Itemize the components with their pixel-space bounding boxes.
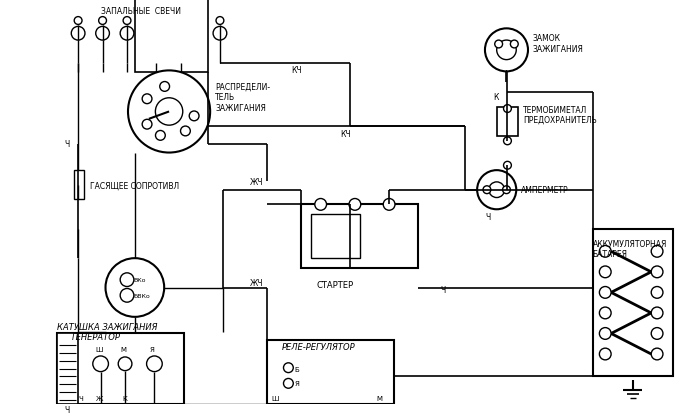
Text: ЖЧ: ЖЧ <box>250 178 264 187</box>
Circle shape <box>216 18 224 25</box>
Text: АМПЕРМЕТР: АМПЕРМЕТР <box>521 186 569 195</box>
Text: ТЕРМОБИМЕТАЛ
ПРЕДОХРАНИТЕЛЬ: ТЕРМОБИМЕТАЛ ПРЕДОХРАНИТЕЛЬ <box>523 105 597 125</box>
Bar <box>311 215 360 259</box>
Bar <box>301 205 419 268</box>
Circle shape <box>71 27 85 41</box>
Circle shape <box>477 171 517 210</box>
Text: ЗАМОК
ЗАЖИГАНИЯ: ЗАМОК ЗАЖИГАНИЯ <box>533 34 584 54</box>
Circle shape <box>497 41 517 60</box>
Circle shape <box>120 289 134 302</box>
Circle shape <box>489 183 505 198</box>
Text: К: К <box>493 93 498 102</box>
Circle shape <box>485 29 528 72</box>
Circle shape <box>128 71 210 153</box>
Circle shape <box>153 18 160 25</box>
Circle shape <box>599 287 611 299</box>
Circle shape <box>510 41 518 49</box>
Text: ЗАПАЛЬНЫЕ  СВЕЧИ: ЗАПАЛЬНЫЕ СВЕЧИ <box>101 7 181 16</box>
Text: СТАРТЕР: СТАРТЕР <box>317 280 354 290</box>
Circle shape <box>142 95 152 104</box>
Text: Ч: Ч <box>64 140 70 149</box>
Bar <box>497 107 518 137</box>
Circle shape <box>99 18 106 25</box>
Circle shape <box>106 259 164 317</box>
Bar <box>74 171 84 200</box>
Text: ЖЧ: ЖЧ <box>250 278 264 287</box>
Text: ГАСЯЩЕЕ СОПРОТИВЛ: ГАСЯЩЕЕ СОПРОТИВЛ <box>90 181 179 190</box>
Circle shape <box>189 112 199 121</box>
Circle shape <box>503 105 512 113</box>
Circle shape <box>503 138 512 145</box>
Circle shape <box>599 348 611 360</box>
Circle shape <box>120 273 134 287</box>
Circle shape <box>177 18 185 25</box>
Bar <box>267 340 394 404</box>
Circle shape <box>349 199 360 211</box>
Text: М: М <box>120 346 126 352</box>
Text: Ч: Ч <box>485 212 490 221</box>
Text: РАСПРЕДЕЛИ-
ТЕЛЬ
ЗАЖИГАНИЯ: РАСПРЕДЕЛИ- ТЕЛЬ ЗАЖИГАНИЯ <box>215 83 270 112</box>
Circle shape <box>651 348 663 360</box>
Circle shape <box>93 356 108 372</box>
Bar <box>57 334 183 404</box>
Circle shape <box>123 18 131 25</box>
Text: Ч: Ч <box>78 395 83 401</box>
Text: Б: Б <box>294 366 299 372</box>
Circle shape <box>651 287 663 299</box>
Circle shape <box>146 356 162 372</box>
Circle shape <box>315 199 326 211</box>
Circle shape <box>384 199 395 211</box>
Circle shape <box>651 328 663 339</box>
Circle shape <box>118 357 132 371</box>
Circle shape <box>181 127 190 137</box>
Circle shape <box>155 131 165 141</box>
Text: ВКо: ВКо <box>133 278 146 282</box>
Circle shape <box>599 328 611 339</box>
Bar <box>57 334 78 404</box>
Text: ГЕНЕРАТОР: ГЕНЕРАТОР <box>71 332 120 341</box>
Circle shape <box>651 307 663 319</box>
Circle shape <box>483 186 491 194</box>
Circle shape <box>155 99 183 126</box>
Circle shape <box>142 120 152 130</box>
Text: КАТУШКА ЗАЖИГАНИЯ: КАТУШКА ЗАЖИГАНИЯ <box>57 322 157 331</box>
Circle shape <box>284 379 293 388</box>
Text: Я: Я <box>294 380 299 387</box>
Text: Ч: Ч <box>64 405 70 413</box>
Text: Я: Я <box>150 346 155 352</box>
Bar <box>592 229 673 375</box>
Text: Ш: Ш <box>95 346 102 352</box>
Text: РЕЛЕ-РЕГУЛЯТОР: РЕЛЕ-РЕГУЛЯТОР <box>281 342 355 351</box>
Circle shape <box>651 266 663 278</box>
Circle shape <box>599 246 611 258</box>
Text: Ш: Ш <box>272 395 279 401</box>
Circle shape <box>284 363 293 373</box>
Circle shape <box>503 162 512 170</box>
Circle shape <box>174 27 188 41</box>
Circle shape <box>651 246 663 258</box>
Bar <box>135 0 208 73</box>
Circle shape <box>150 27 163 41</box>
Circle shape <box>120 27 134 41</box>
Text: БВКо: БВКо <box>133 293 150 298</box>
Text: АККУМУЛЯТОРНАЯ
БАТАРЕЯ: АККУМУЛЯТОРНАЯ БАТАРЕЯ <box>592 239 667 259</box>
Circle shape <box>495 41 503 49</box>
Circle shape <box>503 186 510 194</box>
Text: КЧ: КЧ <box>291 66 302 75</box>
Circle shape <box>599 266 611 278</box>
Text: Ж: Ж <box>96 395 104 401</box>
Circle shape <box>213 27 227 41</box>
Circle shape <box>96 27 109 41</box>
Circle shape <box>74 18 82 25</box>
Text: Ч: Ч <box>440 285 445 294</box>
Text: М: М <box>377 395 382 401</box>
Circle shape <box>160 82 169 92</box>
Text: КЧ: КЧ <box>340 130 351 139</box>
Text: К: К <box>122 395 127 401</box>
Circle shape <box>599 307 611 319</box>
